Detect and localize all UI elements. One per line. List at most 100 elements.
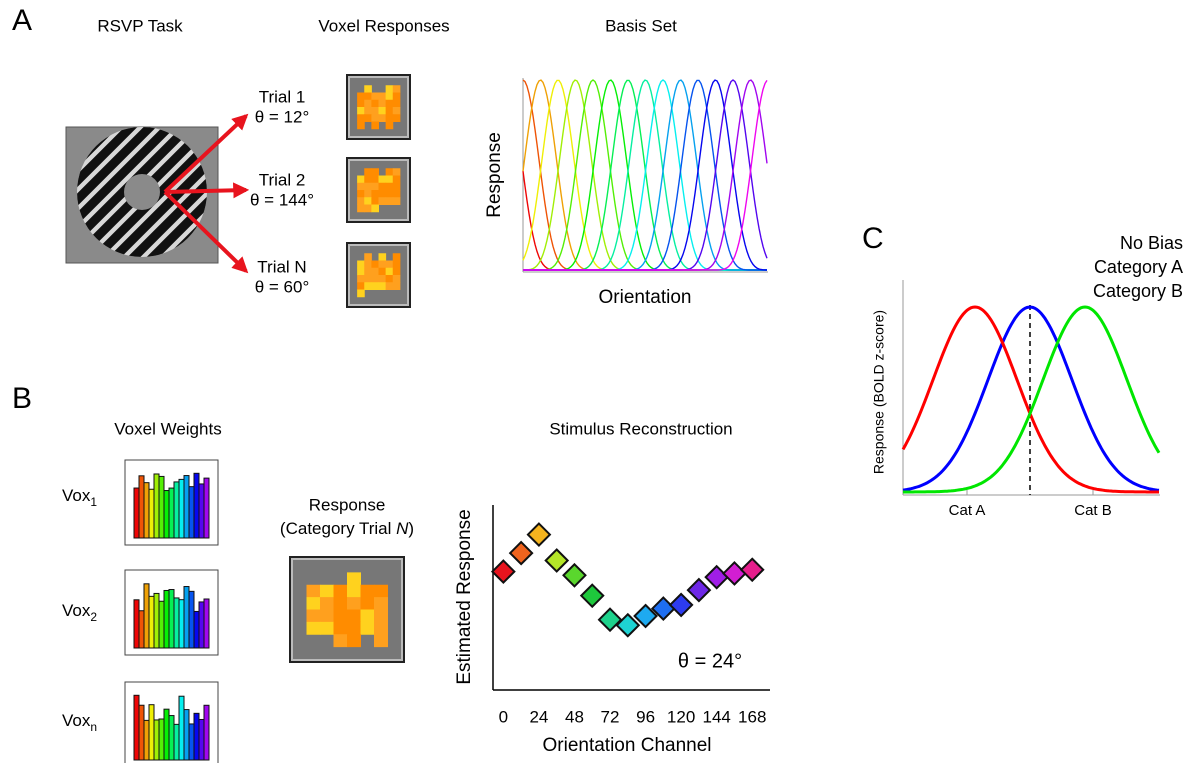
brain-voxel <box>360 584 375 598</box>
voxel-bar <box>193 712 200 761</box>
voxel-bar <box>143 719 150 761</box>
panel-title: RSVP Task <box>97 16 183 35</box>
brain-voxel <box>371 267 379 276</box>
voxel-bar <box>163 490 170 539</box>
basis-curve <box>523 80 768 271</box>
brain-voxel <box>374 609 388 623</box>
x-tick-label: 24 <box>529 707 548 726</box>
voxel-bar <box>168 487 175 539</box>
basis-set <box>522 78 768 273</box>
voxel-bar <box>183 709 190 761</box>
voxel-bar <box>148 595 155 649</box>
voxel-bar <box>153 719 160 761</box>
brain-voxel <box>364 114 372 122</box>
brain-voxel <box>392 175 401 184</box>
brain-voxel <box>333 621 348 635</box>
brain-voxel <box>371 190 379 198</box>
panel-title: Basis Set <box>605 16 677 35</box>
point <box>633 603 658 629</box>
brain-voxel <box>385 282 394 290</box>
brain-voxel <box>364 99 372 108</box>
brain-voxel <box>306 584 321 598</box>
brain-voxel <box>364 197 372 205</box>
brain-voxel <box>385 99 394 108</box>
brain-voxel <box>333 634 348 648</box>
voxel-bar <box>158 475 165 539</box>
voxel-bar <box>168 715 175 761</box>
point <box>544 548 570 573</box>
x-label: Cat A <box>949 502 986 519</box>
brain-voxel <box>378 197 387 205</box>
axis-label: Response <box>484 132 505 218</box>
x-tick-label: 120 <box>667 707 695 726</box>
point <box>526 522 552 548</box>
point <box>704 564 730 590</box>
brain-voxel <box>320 584 334 598</box>
voxel-bar <box>158 600 165 649</box>
voxel-bar <box>133 599 140 649</box>
voxel-bar <box>203 598 210 649</box>
brain-voxel <box>371 175 379 184</box>
brain-voxel <box>385 182 394 191</box>
voxel-bar <box>203 704 210 761</box>
brain-voxel <box>333 609 348 623</box>
brain-voxel <box>392 114 401 122</box>
stripe <box>77 127 198 257</box>
brain-voxel <box>357 190 365 198</box>
brain-voxel <box>357 107 365 115</box>
response-title: Response <box>309 495 386 514</box>
voxel-bar <box>163 708 170 761</box>
brain-voxel <box>357 260 365 269</box>
voxel-bar <box>138 475 145 539</box>
trial-name: Trial N <box>257 257 306 276</box>
point <box>490 559 516 585</box>
brain-voxel <box>385 168 394 176</box>
axis-label: Orientation Channel <box>543 735 712 756</box>
brain-voxel <box>385 197 394 205</box>
voxel-bar <box>183 475 190 539</box>
voxel-bar <box>173 723 180 761</box>
brain-voxel <box>392 197 401 205</box>
stripe <box>77 127 160 257</box>
voxel-bar <box>143 583 150 649</box>
brain-voxel <box>378 114 387 122</box>
point <box>739 557 765 583</box>
voxel-bar <box>188 723 195 761</box>
axis-label: Estimated Response <box>454 509 475 684</box>
brain-voxel <box>347 584 361 598</box>
point <box>615 612 641 638</box>
brain-voxel <box>378 190 387 198</box>
brain-voxel <box>392 168 401 176</box>
brain-voxel <box>371 121 379 130</box>
point <box>579 583 605 609</box>
brain-voxel <box>378 282 387 290</box>
response-sub: (Category Trial N) <box>280 519 414 538</box>
point <box>562 562 587 588</box>
brain-voxel <box>364 85 372 93</box>
trial-theta: θ = 144° <box>250 190 314 209</box>
brain-voxel <box>347 634 361 648</box>
voxel-bar <box>188 486 195 539</box>
x-tick-label: 48 <box>565 707 584 726</box>
trial-theta: θ = 12° <box>255 107 310 126</box>
brain-voxel <box>392 275 401 283</box>
x-tick-label: 168 <box>738 707 766 726</box>
brain-voxel <box>392 282 401 290</box>
brain-voxel <box>360 621 375 635</box>
brain-voxel <box>378 182 387 191</box>
brain-voxel <box>347 609 361 623</box>
voxel-bar <box>188 590 195 649</box>
brain-voxel <box>392 190 401 198</box>
voxel-bar <box>153 592 160 649</box>
brain-voxel <box>320 621 334 635</box>
axis-label: Orientation <box>599 287 692 308</box>
brain-voxel <box>371 92 379 101</box>
brain-voxel <box>378 275 387 283</box>
brain-voxel <box>385 267 394 276</box>
brain-voxel <box>320 609 334 623</box>
voxel-bar <box>183 586 190 649</box>
axis-label: Response (BOLD z-score) <box>871 310 887 474</box>
brain-voxel <box>357 204 365 213</box>
brain-voxel <box>364 275 372 283</box>
